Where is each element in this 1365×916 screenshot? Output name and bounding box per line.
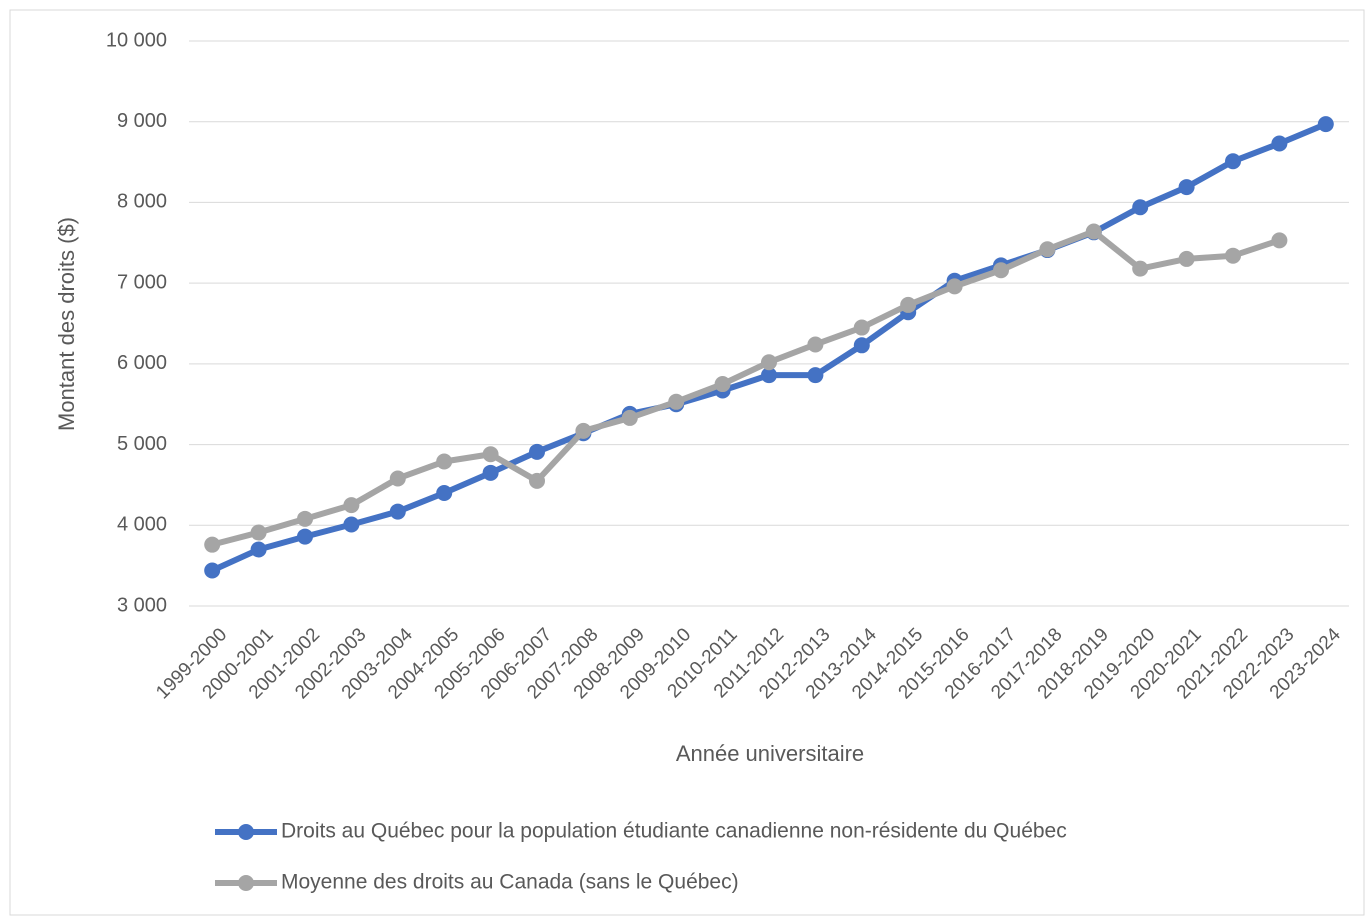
data-point (250, 541, 267, 558)
data-point (343, 516, 360, 533)
data-point (1178, 179, 1195, 196)
data-point (482, 446, 499, 463)
data-point (1178, 250, 1195, 267)
data-point (1225, 247, 1241, 264)
data-point (1317, 116, 1334, 133)
y-tick-label: 3 000 (117, 594, 167, 616)
data-point (250, 524, 267, 541)
data-point (1132, 260, 1149, 277)
data-point (853, 337, 870, 354)
data-point (1085, 223, 1102, 240)
data-point (946, 278, 963, 295)
y-tick-label: 4 000 (117, 514, 167, 536)
data-point (297, 510, 313, 527)
data-point (343, 497, 360, 514)
x-axis-label: Année universitaire (676, 741, 864, 766)
data-point (993, 262, 1009, 279)
y-tick-label: 9 000 (117, 110, 167, 132)
y-tick-label: 6 000 (117, 352, 167, 374)
data-point (900, 296, 917, 313)
data-point (1039, 241, 1056, 258)
data-point (853, 319, 870, 336)
legend-label: Moyenne des droits au Canada (sans le Qu… (281, 871, 739, 894)
data-point (668, 393, 685, 410)
data-point (761, 367, 777, 384)
data-point (529, 443, 545, 460)
y-tick-label: 8 000 (117, 191, 167, 213)
data-point (1132, 199, 1149, 216)
data-point (1271, 232, 1288, 249)
data-point (529, 472, 545, 489)
data-point (436, 453, 453, 470)
data-point (575, 422, 592, 439)
legend-label: Droits au Québec pour la population étud… (281, 820, 1067, 843)
series-line (211, 228, 1281, 548)
chart-frame (9, 9, 1365, 916)
data-point (204, 536, 221, 553)
data-point (389, 470, 406, 487)
data-point (389, 503, 406, 520)
data-point (1225, 153, 1241, 170)
legend-marker (238, 824, 254, 840)
data-point (807, 367, 824, 384)
data-point (807, 336, 824, 353)
data-point (436, 485, 453, 501)
legend-marker (238, 875, 254, 891)
y-tick-label: 7 000 (117, 271, 167, 293)
data-point (1271, 135, 1288, 152)
data-point (204, 562, 221, 579)
y-tick-label: 5 000 (117, 433, 167, 455)
data-point (761, 354, 777, 371)
y-axis-label: Montant des droits ($) (54, 217, 79, 431)
data-point (297, 528, 313, 545)
data-point (714, 376, 731, 393)
y-tick-label: 10 000 (106, 29, 167, 51)
data-point (482, 464, 499, 481)
data-point (621, 409, 638, 426)
